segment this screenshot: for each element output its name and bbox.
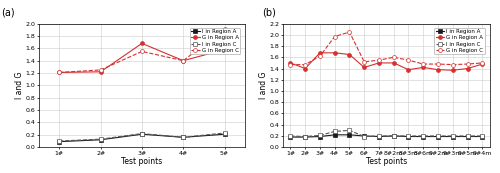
- I in Region A: [332, 134, 338, 136]
- G in Region A: [302, 67, 308, 70]
- Line: G in Region A: G in Region A: [288, 51, 484, 72]
- G in Region C: [480, 62, 486, 64]
- I in Region A: [56, 141, 62, 143]
- G in Region A: [317, 52, 323, 54]
- Line: G in Region C: G in Region C: [288, 30, 484, 67]
- I in Region A: [420, 135, 426, 138]
- G in Region C: [222, 28, 228, 30]
- I in Region C: [420, 135, 426, 137]
- I in Region C: [180, 136, 186, 138]
- I in Region A: [376, 135, 382, 138]
- I in Region C: [376, 135, 382, 137]
- I in Region A: [98, 139, 103, 141]
- G in Region A: [222, 48, 228, 51]
- G in Region A: [56, 71, 62, 74]
- I in Region A: [317, 135, 323, 138]
- I in Region A: [361, 135, 367, 137]
- I in Region C: [390, 135, 396, 137]
- Line: G in Region C: G in Region C: [58, 27, 226, 74]
- G in Region C: [450, 63, 456, 66]
- G in Region C: [288, 63, 294, 66]
- I in Region C: [450, 135, 456, 137]
- G in Region A: [464, 67, 470, 70]
- G in Region C: [420, 63, 426, 65]
- I in Region C: [332, 130, 338, 133]
- I in Region C: [435, 135, 441, 137]
- X-axis label: Test points: Test points: [122, 157, 162, 166]
- G in Region A: [288, 62, 294, 64]
- G in Region C: [435, 63, 441, 65]
- G in Region C: [180, 60, 186, 62]
- G in Region C: [346, 31, 352, 33]
- G in Region A: [98, 71, 103, 73]
- X-axis label: Test points: Test points: [366, 157, 407, 166]
- I in Region C: [361, 135, 367, 138]
- Line: I in Region A: I in Region A: [288, 133, 484, 139]
- I in Region C: [346, 129, 352, 131]
- Y-axis label: I and G: I and G: [15, 72, 24, 99]
- I in Region C: [222, 132, 228, 134]
- G in Region C: [390, 56, 396, 58]
- I in Region C: [406, 135, 411, 137]
- G in Region C: [139, 50, 145, 52]
- I in Region A: [139, 133, 145, 135]
- G in Region C: [332, 35, 338, 38]
- G in Region C: [376, 59, 382, 61]
- I in Region A: [450, 135, 456, 138]
- Line: G in Region A: G in Region A: [58, 42, 226, 74]
- G in Region A: [361, 66, 367, 69]
- G in Region A: [180, 60, 186, 62]
- Text: (a): (a): [2, 7, 15, 17]
- G in Region A: [480, 63, 486, 65]
- I in Region C: [302, 135, 308, 138]
- G in Region C: [361, 61, 367, 63]
- Y-axis label: I and G: I and G: [259, 72, 268, 99]
- G in Region C: [464, 63, 470, 65]
- G in Region A: [139, 42, 145, 44]
- G in Region A: [332, 52, 338, 54]
- I in Region C: [98, 138, 103, 140]
- I in Region A: [180, 136, 186, 138]
- G in Region C: [302, 63, 308, 66]
- I in Region A: [288, 136, 294, 138]
- G in Region C: [56, 71, 62, 74]
- Line: I in Region C: I in Region C: [58, 131, 226, 143]
- G in Region A: [390, 62, 396, 64]
- G in Region A: [450, 69, 456, 71]
- G in Region A: [346, 53, 352, 56]
- G in Region C: [406, 59, 411, 61]
- I in Region A: [480, 135, 486, 138]
- I in Region A: [464, 135, 470, 138]
- G in Region A: [420, 66, 426, 69]
- Legend: I in Region A, G in Region A, I in Region C, G in Region C: I in Region A, G in Region A, I in Regio…: [190, 28, 240, 54]
- I in Region A: [390, 135, 396, 137]
- Legend: I in Region A, G in Region A, I in Region C, G in Region C: I in Region A, G in Region A, I in Regio…: [434, 28, 485, 54]
- G in Region C: [98, 69, 103, 71]
- G in Region C: [317, 55, 323, 57]
- I in Region C: [317, 134, 323, 136]
- I in Region C: [464, 135, 470, 137]
- G in Region A: [435, 69, 441, 71]
- Text: (b): (b): [262, 7, 276, 17]
- G in Region A: [406, 69, 411, 71]
- G in Region A: [376, 62, 382, 64]
- I in Region A: [346, 134, 352, 136]
- I in Region C: [56, 140, 62, 142]
- Line: I in Region C: I in Region C: [288, 129, 484, 138]
- I in Region C: [139, 133, 145, 135]
- I in Region A: [435, 135, 441, 138]
- I in Region A: [302, 136, 308, 138]
- I in Region C: [480, 135, 486, 137]
- I in Region A: [406, 135, 411, 138]
- I in Region C: [288, 135, 294, 137]
- I in Region A: [222, 133, 228, 135]
- Line: I in Region A: I in Region A: [58, 133, 226, 143]
